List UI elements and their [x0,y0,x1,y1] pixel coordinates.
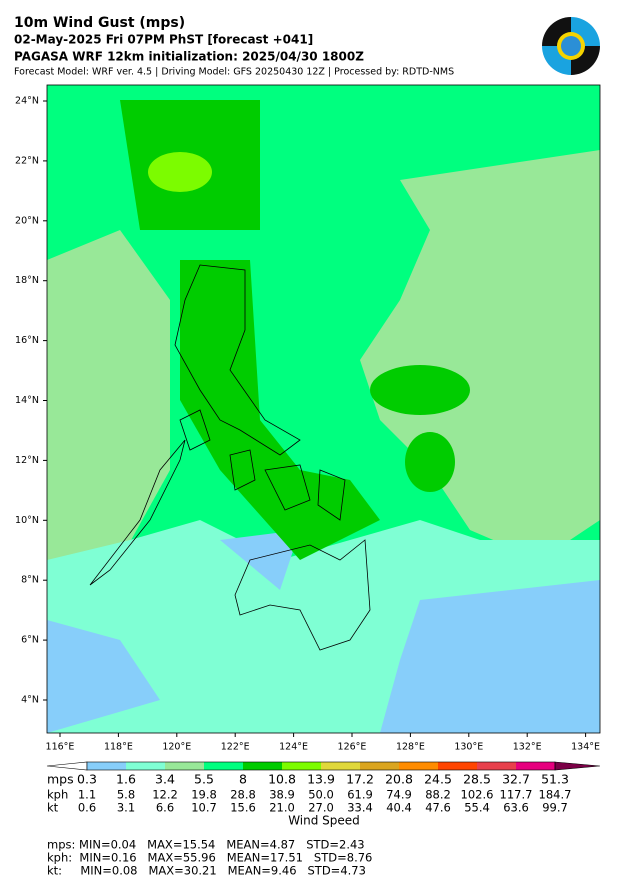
row-unit: mps [47,772,74,787]
stat-line: kt: MIN=0.08 MAX=30.21 MEAN=9.46 STD=4.7… [47,864,366,878]
colorbar-label: 5.8 [117,788,135,802]
colorbar-segment [165,762,204,770]
colorbar-label: 24.5 [424,772,452,787]
colorbar-label: 117.7 [500,788,533,802]
colorbar-label: 0.6 [78,801,96,815]
colorbar-segment [360,762,399,770]
lat-label: 6°N [21,635,39,646]
subtitle: 02-May-2025 Fri 07PM PhST [forecast +041… [14,33,313,47]
colorbar-label: 21.0 [269,801,295,815]
lon-label: 122°E [221,742,250,753]
colorbar-label: 10.8 [268,772,296,787]
colorbar-label: 40.4 [386,801,412,815]
colorbar-label: 55.4 [464,801,490,815]
stat-line: kph: MIN=0.16 MAX=55.96 MEAN=17.51 STD=8… [47,851,372,865]
colorbar-label: 12.2 [152,788,178,802]
lat-label: 8°N [21,575,39,586]
stat-line: mps: MIN=0.04 MAX=15.54 MEAN=4.87 STD=2.… [47,838,365,852]
colorbar-arrow [554,761,601,771]
colorbar-label: 17.2 [346,772,374,787]
lat-label: 12°N [15,455,39,466]
lat-label: 14°N [15,395,39,406]
colorbar-segment [399,762,438,770]
colorbar-label: 74.9 [386,788,412,802]
legend-title: Wind Speed [288,814,360,828]
colorbar-label: 27.0 [308,801,334,815]
lon-label: 126°E [338,742,367,753]
colorbar-label: 38.9 [269,788,295,802]
colorbar-label: 0.3 [77,772,97,787]
logo [542,17,600,75]
colorbar-label: 88.2 [425,788,451,802]
init: PAGASA WRF 12km initialization: 2025/04/… [14,50,364,64]
lon-label: 130°E [454,742,483,753]
colorbar-segment [243,762,282,770]
lon-label: 132°E [513,742,542,753]
colorbar-label: 184.7 [539,788,572,802]
colorbar-label: 13.9 [307,772,335,787]
colorbar-label: 63.6 [503,801,529,815]
colorbar-label: 102.6 [461,788,494,802]
colorbar-label: 61.9 [347,788,373,802]
lat-label: 22°N [15,155,39,166]
colorbar-label: 19.8 [191,788,217,802]
lat-label: 24°N [15,96,39,107]
colorbar-segment [477,762,516,770]
lat-label: 18°N [15,275,39,286]
colorbar-label: 47.6 [425,801,451,815]
row-unit: kph [47,788,68,802]
colorbar-label: 10.7 [191,801,217,815]
title: 10m Wind Gust (mps) [14,15,185,31]
lon-label: 116°E [46,742,75,753]
lon-label: 128°E [396,742,425,753]
colorbar-label: 99.7 [542,801,568,815]
colorbar-label: 3.1 [117,801,135,815]
colorbar-segment [87,762,126,770]
colorbar-label: 1.6 [116,772,136,787]
colorbar-segment [282,762,321,770]
lon-label: 124°E [279,742,308,753]
lat-label: 10°N [15,515,39,526]
colorbar-label: 32.7 [502,772,530,787]
lat-label: 4°N [21,695,39,706]
colorbar-label: 5.5 [194,772,214,787]
colorbar-segment [516,762,555,770]
colorbar-arrow [46,761,88,771]
colorbar-frame [86,761,556,771]
colorbar-label: 28.5 [463,772,491,787]
colorbar-label: 6.6 [156,801,174,815]
colorbar-label: 1.1 [78,788,96,802]
colorbar-label: 3.4 [155,772,175,787]
lon-label: 134°E [571,742,600,753]
map [46,84,601,734]
colorbar-label: 50.0 [308,788,334,802]
lon-label: 118°E [104,742,133,753]
colorbar-label: 28.8 [230,788,256,802]
colorbar-segment [321,762,360,770]
colorbar-segment [438,762,477,770]
colorbar-label: 33.4 [347,801,373,815]
lat-label: 20°N [15,215,39,226]
colorbar-segment [126,762,165,770]
lon-label: 120°E [162,742,191,753]
row-unit: kt [47,801,59,815]
colorbar-label: 8 [239,772,247,787]
colorbar-label: 51.3 [541,772,569,787]
colorbar-segment [204,762,243,770]
model-info: Forecast Model: WRF ver. 4.5 | Driving M… [14,67,454,78]
colorbar-label: 15.6 [230,801,256,815]
lat-label: 16°N [15,335,39,346]
colorbar-label: 20.8 [385,772,413,787]
